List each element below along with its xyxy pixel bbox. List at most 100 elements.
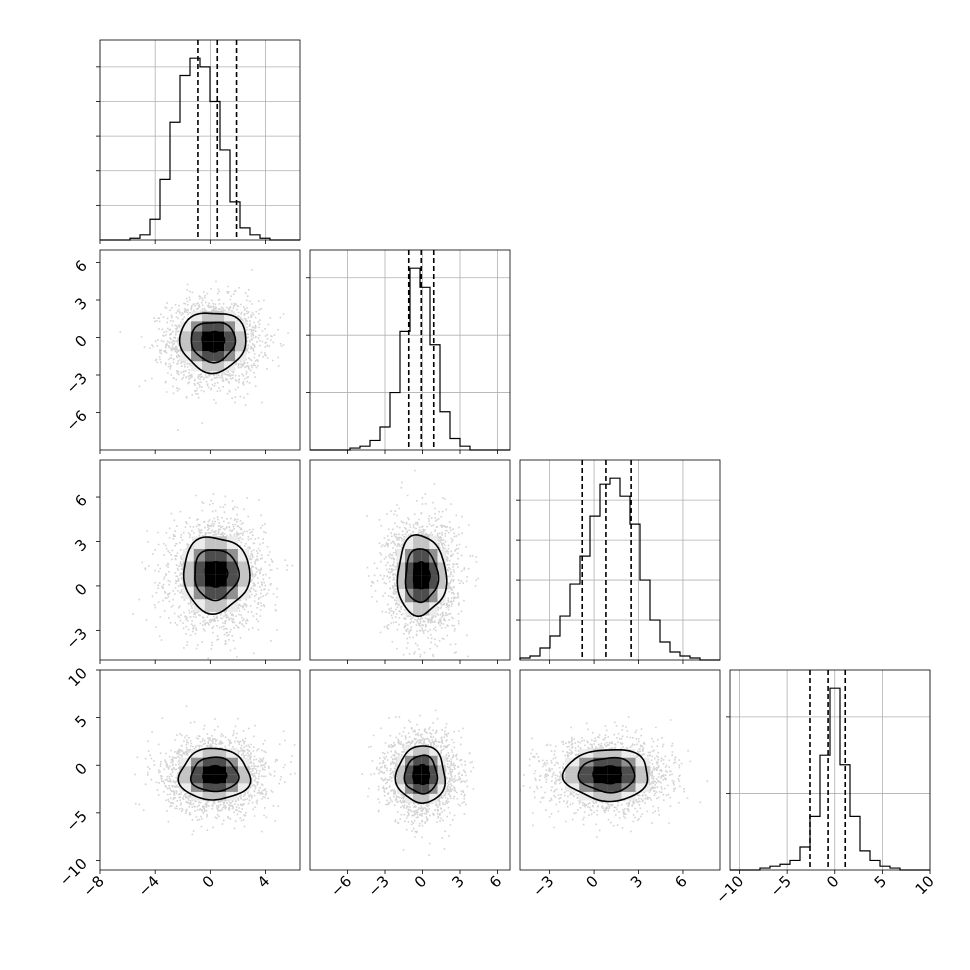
density-cell (579, 766, 594, 775)
x-tick-label: 5 (871, 872, 890, 891)
density-cell (191, 766, 203, 775)
x-tick-label: −8 (79, 872, 107, 900)
panel-frame (729, 669, 931, 871)
histogram-panel-2 (516, 459, 721, 664)
density-cell (214, 774, 227, 784)
pair-panel-2-1 (309, 459, 511, 664)
density-cell (429, 765, 438, 775)
density-cell (226, 586, 238, 600)
density-cell (202, 783, 215, 792)
x-tick-label: 4 (254, 872, 273, 891)
pair-panel-3-2 (519, 669, 721, 874)
contour-level-2 (182, 536, 251, 616)
density-cell (180, 331, 192, 342)
density-cell (413, 548, 422, 563)
density-cell (429, 774, 438, 785)
density-cell (191, 351, 203, 362)
histogram-panel-1 (306, 249, 511, 454)
density-cell (429, 588, 438, 603)
panel-content (520, 716, 709, 838)
contour-level-2 (394, 745, 446, 805)
density-cell (437, 562, 446, 576)
y-tick-label: 10 (65, 664, 91, 690)
contour-level-2 (396, 533, 448, 618)
density-cell (429, 793, 438, 804)
density-cell (421, 774, 430, 785)
density-cell (421, 535, 430, 549)
density-cell (224, 331, 236, 342)
contour-level-1 (577, 756, 636, 794)
density-cell (621, 791, 636, 801)
density-cell (607, 749, 622, 758)
x-tick-label: 6 (486, 872, 505, 891)
density-cell (179, 783, 192, 792)
pair-panel-1-0 (96, 249, 301, 454)
density-cell (579, 783, 594, 792)
panel-frame (99, 249, 301, 451)
density-cell (565, 766, 580, 775)
density-cell (593, 749, 608, 758)
density-cell (226, 599, 238, 612)
x-tick-label: 0 (823, 872, 842, 891)
density-cell (579, 757, 594, 767)
density-cell (193, 586, 205, 600)
density-cell (204, 599, 216, 612)
density-cell (179, 757, 192, 767)
density-cell (413, 746, 422, 756)
x-tick-label: −4 (135, 872, 163, 900)
density-cell (226, 574, 238, 587)
density-cell (579, 791, 594, 801)
density-cell (437, 774, 446, 785)
x-tick-label: −10 (712, 872, 747, 907)
density-cell (413, 755, 422, 766)
density-cell (226, 774, 238, 784)
density-cell (193, 536, 205, 549)
density-cell (235, 321, 247, 332)
x-tick-label: −3 (529, 872, 557, 900)
density-cell (191, 331, 203, 342)
contour-level-2 (561, 749, 649, 803)
density-cell (421, 575, 430, 589)
density-cell (193, 599, 205, 612)
density-cell (437, 575, 446, 589)
density-cell (191, 341, 203, 352)
density-cell (413, 784, 422, 794)
y-tick-label: −3 (62, 369, 90, 397)
panel-frame (309, 459, 511, 661)
x-tick-label: 10 (912, 872, 938, 898)
panel-content (366, 469, 480, 658)
density-cell (405, 562, 414, 576)
density-cell (607, 774, 622, 784)
y-tick-label: 5 (71, 712, 90, 731)
histogram-step-line (730, 687, 930, 871)
scatter-points (132, 493, 300, 660)
contour-level-1 (194, 549, 241, 602)
density-cell (235, 331, 247, 342)
y-tick-label: 0 (71, 580, 90, 599)
density-cell (421, 765, 430, 775)
y-tick-label: 6 (71, 257, 90, 276)
contour-level-1 (190, 321, 237, 364)
panel-frame (519, 669, 721, 871)
density-cell (226, 749, 238, 758)
density-cell (179, 774, 192, 784)
panel-content (134, 705, 296, 836)
density-cell (429, 562, 438, 576)
density-cell (226, 757, 238, 767)
density-cell (215, 586, 227, 600)
y-tick-label: −3 (62, 624, 90, 652)
y-tick-label: 3 (71, 294, 90, 313)
density-cell (429, 575, 438, 589)
x-tick-label: 3 (448, 872, 467, 891)
density-cell (180, 341, 192, 352)
contour-level-0 (592, 765, 622, 785)
density-cell (635, 766, 650, 775)
density-cell (182, 548, 194, 562)
density-cell (215, 548, 227, 562)
density-cell (202, 791, 215, 801)
panel-content (119, 269, 289, 431)
x-tick-label: 3 (627, 872, 646, 891)
contour-level-1 (189, 756, 240, 793)
x-tick-label: −5 (767, 872, 795, 900)
